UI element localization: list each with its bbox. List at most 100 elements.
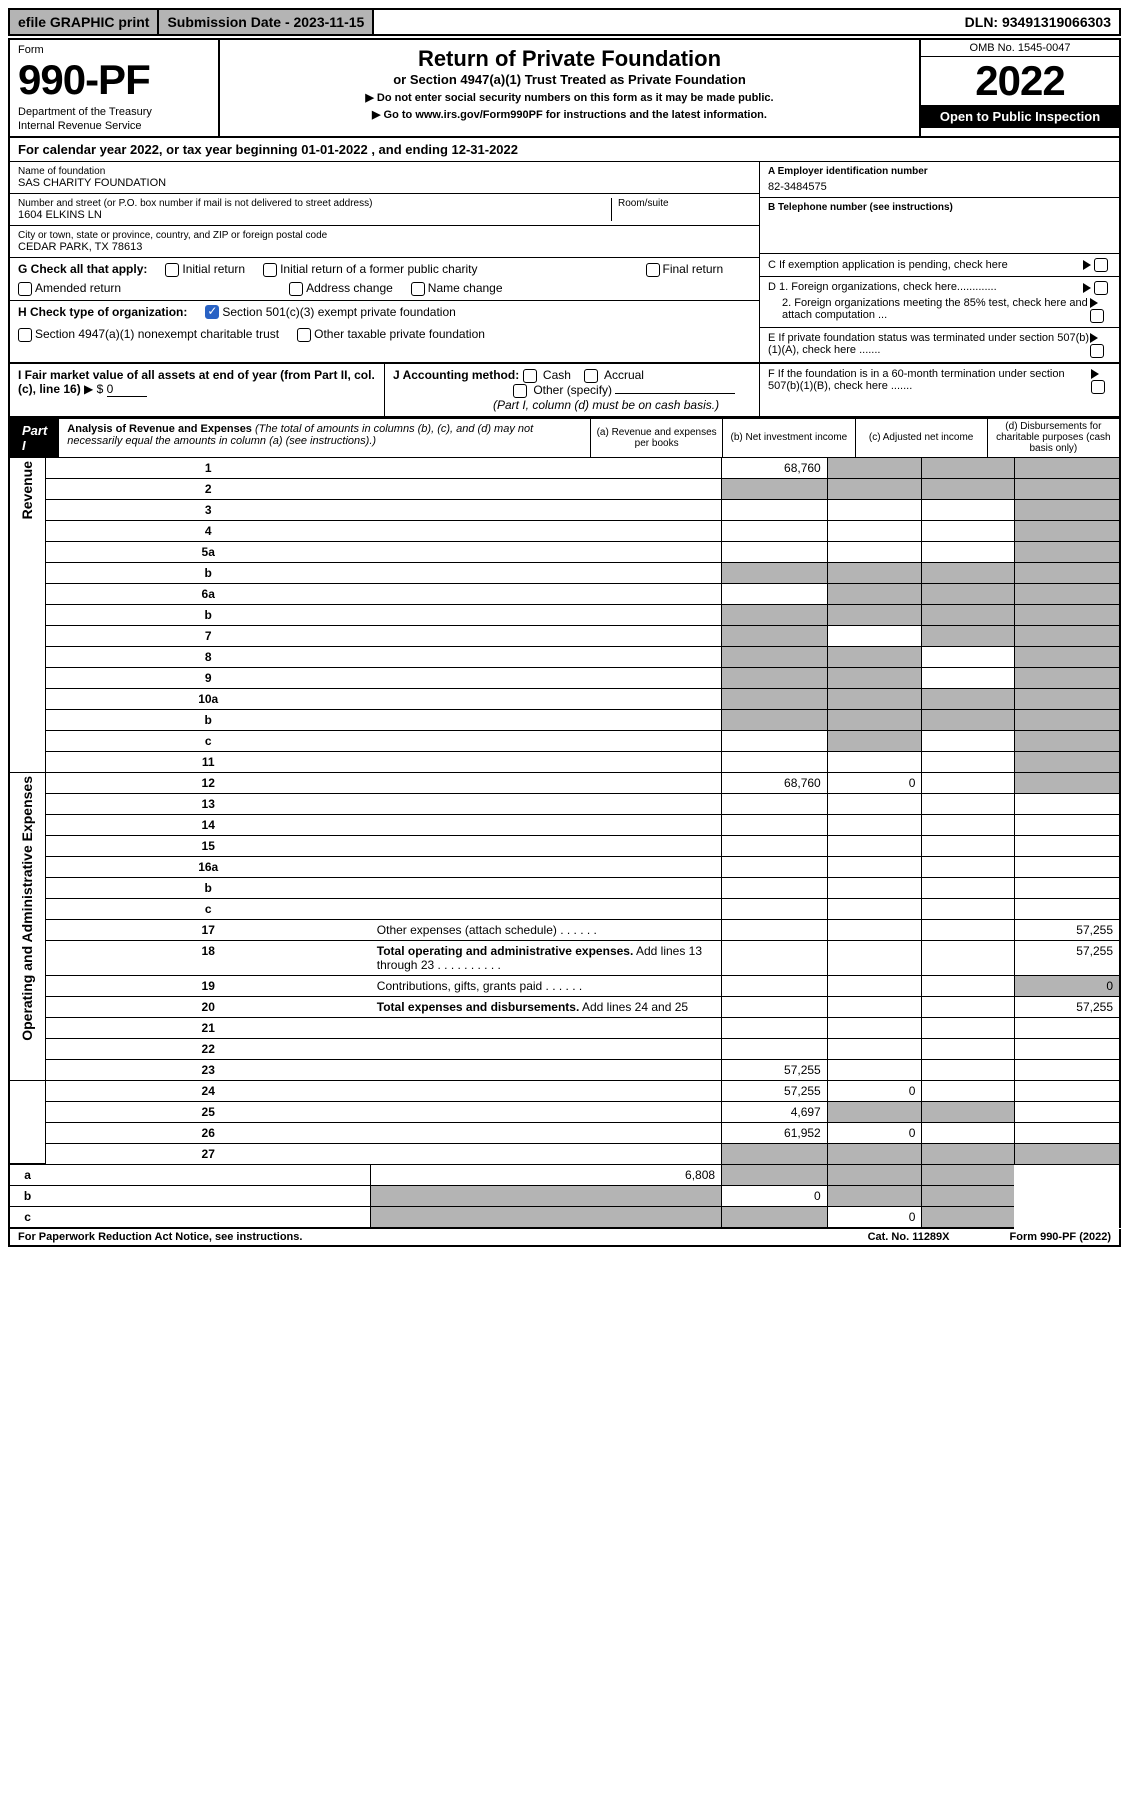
exemption-pending-checkbox[interactable] bbox=[1094, 258, 1108, 272]
section-ij: I Fair market value of all assets at end… bbox=[8, 364, 1121, 417]
ein-value: 82-3484575 bbox=[768, 177, 1111, 193]
form-title: Return of Private Foundation bbox=[226, 46, 913, 72]
submission-date: Submission Date - 2023-11-15 bbox=[159, 10, 374, 34]
cash-basis-note: (Part I, column (d) must be on cash basi… bbox=[493, 398, 719, 412]
other-taxable-checkbox[interactable] bbox=[297, 328, 311, 342]
fmv-value: 0 bbox=[107, 382, 147, 397]
tax-year: 2022 bbox=[921, 57, 1119, 105]
cat-no: Cat. No. 11289X bbox=[868, 1231, 950, 1243]
pra-notice: For Paperwork Reduction Act Notice, see … bbox=[18, 1231, 302, 1243]
col-a-header: (a) Revenue and expenses per books bbox=[590, 419, 722, 457]
section-g: G Check all that apply: Initial return I… bbox=[10, 258, 759, 301]
city-label: City or town, state or province, country… bbox=[18, 230, 751, 241]
table-row: 23 57,255 bbox=[9, 1059, 1120, 1080]
table-row: 20 Total expenses and disbursements. Add… bbox=[9, 996, 1120, 1017]
table-row: 13 bbox=[9, 793, 1120, 814]
initial-former-checkbox[interactable] bbox=[263, 263, 277, 277]
foundation-name: SAS CHARITY FOUNDATION bbox=[18, 177, 751, 189]
table-row: 5a bbox=[9, 541, 1120, 562]
table-row: 7 bbox=[9, 625, 1120, 646]
table-row: 26 61,952 0 bbox=[9, 1122, 1120, 1143]
table-row: 22 bbox=[9, 1038, 1120, 1059]
table-row: b bbox=[9, 604, 1120, 625]
irs-label: Internal Revenue Service bbox=[18, 120, 210, 132]
section-i-label: I Fair market value of all assets at end… bbox=[18, 368, 375, 396]
table-row: 15 bbox=[9, 835, 1120, 856]
entity-info: Name of foundation SAS CHARITY FOUNDATIO… bbox=[8, 162, 1121, 364]
table-row: c 0 bbox=[9, 1207, 1120, 1229]
table-row: b bbox=[9, 709, 1120, 730]
table-row: a 6,808 bbox=[9, 1164, 1120, 1186]
open-public-badge: Open to Public Inspection bbox=[921, 105, 1119, 128]
dept-treasury: Department of the Treasury bbox=[18, 106, 210, 118]
form-number: 990-PF bbox=[18, 56, 210, 104]
table-row: 9 bbox=[9, 667, 1120, 688]
table-row: 19 Contributions, gifts, grants paid . .… bbox=[9, 975, 1120, 996]
table-row: 25 4,697 bbox=[9, 1101, 1120, 1122]
col-c-header: (c) Adjusted net income bbox=[855, 419, 987, 457]
accrual-checkbox[interactable] bbox=[584, 369, 598, 383]
address-label: Number and street (or P.O. box number if… bbox=[18, 198, 611, 209]
top-bar: efile GRAPHIC print Submission Date - 20… bbox=[8, 8, 1121, 36]
part1-table: Revenue 1 68,760 2 3 4 5a bbox=[8, 458, 1121, 1230]
part1-badge: Part I bbox=[10, 419, 59, 457]
name-label: Name of foundation bbox=[18, 166, 751, 177]
address-value: 1604 ELKINS LN bbox=[18, 209, 611, 221]
amended-return-checkbox[interactable] bbox=[18, 282, 32, 296]
cash-checkbox[interactable] bbox=[523, 369, 537, 383]
table-row: b 0 bbox=[9, 1186, 1120, 1207]
address-change-checkbox[interactable] bbox=[289, 282, 303, 296]
table-row: 18 Total operating and administrative ex… bbox=[9, 940, 1120, 975]
section-e-label: E If private foundation status was termi… bbox=[768, 332, 1090, 358]
section-h: H Check type of organization: Section 50… bbox=[10, 301, 759, 347]
table-row: 16a bbox=[9, 856, 1120, 877]
form-subtitle: or Section 4947(a)(1) Trust Treated as P… bbox=[226, 72, 913, 87]
table-row: b bbox=[9, 562, 1120, 583]
table-row: Revenue 1 68,760 bbox=[9, 458, 1120, 479]
form-header: Form 990-PF Department of the Treasury I… bbox=[8, 38, 1121, 138]
table-row: 6a bbox=[9, 583, 1120, 604]
table-row: 10a bbox=[9, 688, 1120, 709]
telephone-label: B Telephone number (see instructions) bbox=[768, 202, 1111, 213]
initial-return-checkbox[interactable] bbox=[165, 263, 179, 277]
table-row: 2 bbox=[9, 478, 1120, 499]
part1-header: Part I Analysis of Revenue and Expenses … bbox=[8, 417, 1121, 458]
revenue-side-label: Revenue bbox=[19, 461, 35, 519]
ein-label: A Employer identification number bbox=[768, 166, 1111, 177]
col-b-header: (b) Net investment income bbox=[722, 419, 854, 457]
section-j-label: J Accounting method: bbox=[393, 368, 519, 382]
goto-link[interactable]: ▶ Go to www.irs.gov/Form990PF for instru… bbox=[226, 108, 913, 121]
501c3-checkbox[interactable] bbox=[205, 305, 219, 319]
foreign-85-checkbox[interactable] bbox=[1090, 309, 1104, 323]
omb-number: OMB No. 1545-0047 bbox=[921, 40, 1119, 57]
4947a1-checkbox[interactable] bbox=[18, 328, 32, 342]
ssn-note: ▶ Do not enter social security numbers o… bbox=[226, 91, 913, 104]
section-f-label: F If the foundation is in a 60-month ter… bbox=[768, 368, 1091, 412]
foreign-org-checkbox[interactable] bbox=[1094, 281, 1108, 295]
part1-title: Analysis of Revenue and Expenses bbox=[67, 423, 252, 435]
calendar-year-line: For calendar year 2022, or tax year begi… bbox=[8, 138, 1121, 162]
table-row: 21 bbox=[9, 1017, 1120, 1038]
table-row: b bbox=[9, 877, 1120, 898]
table-row: 11 bbox=[9, 751, 1120, 772]
efile-print-button[interactable]: efile GRAPHIC print bbox=[10, 10, 159, 34]
other-method-checkbox[interactable] bbox=[513, 384, 527, 398]
table-row: 27 bbox=[9, 1143, 1120, 1164]
table-row: 17 Other expenses (attach schedule) . . … bbox=[9, 919, 1120, 940]
section-c-label: C If exemption application is pending, c… bbox=[768, 259, 1008, 271]
table-row: c bbox=[9, 898, 1120, 919]
table-row: 4 bbox=[9, 520, 1120, 541]
table-row: 8 bbox=[9, 646, 1120, 667]
60-month-checkbox[interactable] bbox=[1091, 380, 1105, 394]
expenses-side-label: Operating and Administrative Expenses bbox=[19, 776, 35, 1041]
city-value: CEDAR PARK, TX 78613 bbox=[18, 241, 751, 253]
status-terminated-checkbox[interactable] bbox=[1090, 344, 1104, 358]
name-change-checkbox[interactable] bbox=[411, 282, 425, 296]
final-return-checkbox[interactable] bbox=[646, 263, 660, 277]
table-row: 3 bbox=[9, 499, 1120, 520]
page-footer: For Paperwork Reduction Act Notice, see … bbox=[8, 1229, 1121, 1247]
col-d-header: (d) Disbursements for charitable purpose… bbox=[987, 419, 1119, 457]
table-row: c bbox=[9, 730, 1120, 751]
table-row: Operating and Administrative Expenses 12… bbox=[9, 772, 1120, 793]
form-label: Form bbox=[18, 44, 210, 56]
